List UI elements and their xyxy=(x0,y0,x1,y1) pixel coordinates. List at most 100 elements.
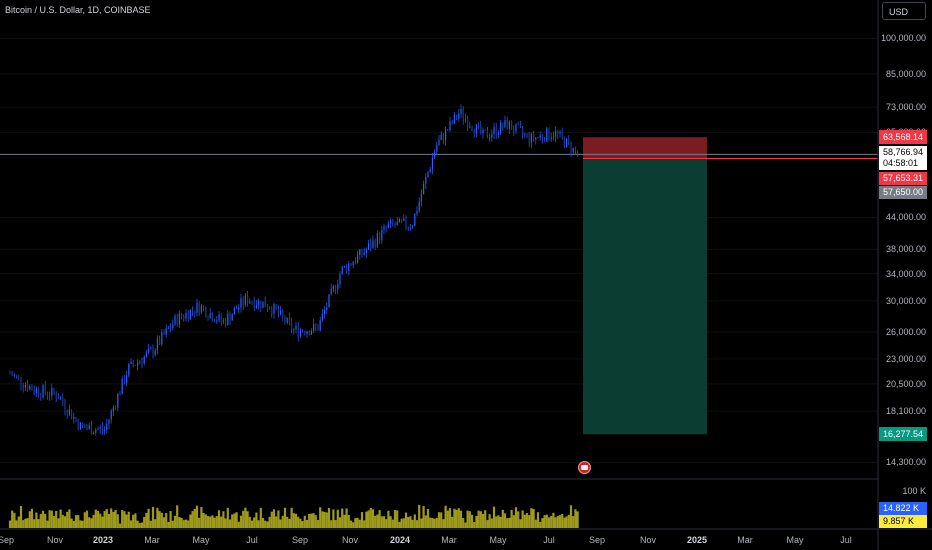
volume-bar xyxy=(407,517,410,528)
volume-tag-yellow: 9.857 K xyxy=(879,514,927,528)
candle xyxy=(425,177,427,184)
volume-bar xyxy=(380,516,383,528)
volume-bar xyxy=(319,507,322,528)
volume-bar xyxy=(85,510,89,528)
candle xyxy=(150,348,152,350)
candle xyxy=(385,226,387,228)
volume-bar xyxy=(433,518,436,528)
time-axis-tick: Mar xyxy=(144,535,160,545)
volume-bar xyxy=(453,508,456,528)
volume-bar xyxy=(539,521,542,528)
candle xyxy=(49,395,51,397)
volume-bar xyxy=(400,518,403,528)
volume-bar xyxy=(198,517,201,528)
candle xyxy=(110,411,112,420)
volume-bar xyxy=(413,514,416,528)
candle xyxy=(511,121,513,130)
candle xyxy=(398,218,400,223)
volume-bar xyxy=(101,516,104,528)
volume-bar xyxy=(492,506,496,528)
candle xyxy=(181,313,183,317)
candle xyxy=(563,137,565,148)
candle xyxy=(167,328,169,329)
price-axis-tick: 34,000.00 xyxy=(885,268,926,279)
volume-bar xyxy=(19,506,23,528)
volume-bar xyxy=(147,508,150,528)
candle xyxy=(220,314,222,322)
volume-bar xyxy=(497,515,500,528)
price-axis-tick: 100,000.00 xyxy=(880,33,926,44)
volume-bar xyxy=(376,514,379,528)
candle xyxy=(280,310,282,315)
candle xyxy=(387,223,389,228)
candle xyxy=(383,226,385,230)
candle xyxy=(84,425,86,429)
volume-bar xyxy=(358,519,361,528)
candle xyxy=(130,361,132,364)
volume-bar xyxy=(92,514,95,528)
candle xyxy=(447,129,449,131)
volume-bar xyxy=(393,509,397,528)
candle xyxy=(209,313,211,318)
volume-bar xyxy=(541,518,544,528)
volume-bar xyxy=(50,510,53,528)
volume-bar xyxy=(402,518,405,528)
us-flag-event-icon[interactable] xyxy=(578,461,591,474)
currency-button[interactable]: USD xyxy=(882,2,926,20)
candle xyxy=(211,313,213,321)
candle xyxy=(53,388,55,394)
volume-bar xyxy=(501,509,504,528)
volume-bar xyxy=(312,513,315,528)
candle xyxy=(350,263,352,266)
candle xyxy=(464,118,466,120)
candle xyxy=(156,338,158,351)
stop-loss-zone[interactable] xyxy=(583,137,707,159)
volume-bar xyxy=(457,508,460,528)
volume-bar xyxy=(387,510,390,528)
candle xyxy=(249,301,251,304)
volume-bar xyxy=(55,510,58,528)
candle xyxy=(154,350,156,355)
volume-bar xyxy=(237,521,240,528)
volume-bar xyxy=(451,516,454,528)
candle xyxy=(491,134,493,138)
volume-bar xyxy=(88,517,91,528)
volume-bar xyxy=(228,519,232,528)
volume-bar xyxy=(334,520,337,528)
candle xyxy=(467,118,469,127)
candle xyxy=(20,377,22,386)
candle xyxy=(495,126,497,136)
volume-bar xyxy=(547,517,551,528)
volume-bar xyxy=(517,511,520,528)
time-axis-tick: 2023 xyxy=(92,535,114,545)
volume-bar xyxy=(41,510,45,528)
candle xyxy=(574,147,576,151)
volume-bar xyxy=(116,514,119,528)
candle xyxy=(137,362,139,366)
volume-bar xyxy=(550,515,553,528)
volume-bar xyxy=(462,518,465,528)
candle xyxy=(11,373,13,376)
volume-bar xyxy=(484,510,487,528)
volume-bar xyxy=(411,519,414,528)
time-axis-tick: Mar xyxy=(737,535,753,545)
volume-bar xyxy=(470,514,474,528)
take-profit-zone[interactable] xyxy=(583,158,707,435)
candle xyxy=(264,301,266,308)
candle xyxy=(22,385,24,388)
candle xyxy=(174,315,176,325)
volume-bar xyxy=(72,520,75,528)
candle xyxy=(35,388,37,393)
volume-bar xyxy=(66,511,69,528)
volume-bar xyxy=(297,516,300,528)
volume-bar xyxy=(138,523,141,528)
volume-bar xyxy=(239,515,243,528)
candle xyxy=(189,309,191,320)
candle xyxy=(482,129,484,134)
candle xyxy=(403,218,405,221)
candle xyxy=(148,348,150,353)
candle xyxy=(132,361,134,366)
volume-bar xyxy=(332,509,335,528)
candle xyxy=(306,331,308,334)
